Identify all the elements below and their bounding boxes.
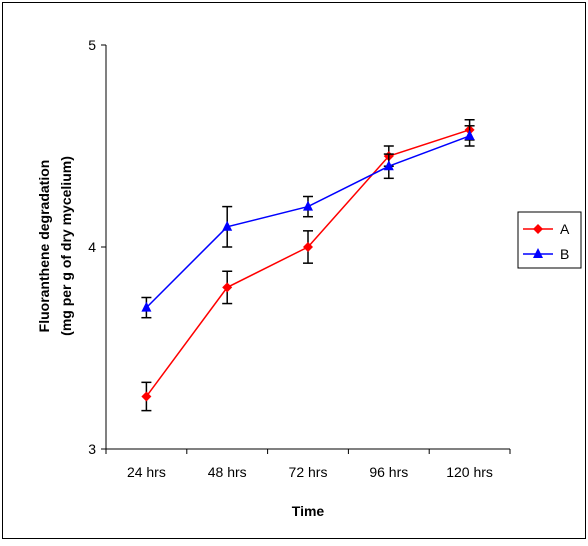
y-axis-label-line1: Fluoranthene degradation xyxy=(36,160,52,333)
legend-item-A: A xyxy=(523,221,570,237)
data-point-triangle xyxy=(383,160,394,171)
legend: AB xyxy=(517,211,582,269)
y-tick-label: 3 xyxy=(88,441,96,457)
data-point-triangle xyxy=(303,200,313,211)
y-tick-label: 5 xyxy=(88,37,96,53)
chart-border xyxy=(2,2,586,539)
x-tick-label: 120 hrs xyxy=(446,464,493,480)
series-B xyxy=(141,125,475,319)
data-point-triangle xyxy=(222,220,233,231)
x-tick-label: 48 hrs xyxy=(208,464,247,480)
x-axis-label: Time xyxy=(292,503,325,519)
y-tick-label: 4 xyxy=(88,239,96,255)
data-point-triangle xyxy=(464,129,475,140)
legend-marker xyxy=(533,224,543,234)
legend-box xyxy=(517,211,582,269)
x-tick-label: 24 hrs xyxy=(127,464,166,480)
legend-marker xyxy=(533,248,543,258)
data-point-diamond xyxy=(141,391,152,402)
data-point-triangle xyxy=(141,301,152,312)
y-axis-label-line2: (mg per g of dry mycelium) xyxy=(58,156,74,336)
data-point-diamond xyxy=(222,282,233,293)
x-tick-label: 96 hrs xyxy=(369,464,408,480)
x-tick-label: 72 hrs xyxy=(289,464,328,480)
legend-label: A xyxy=(560,221,570,237)
data-point-diamond xyxy=(303,242,313,252)
legend-label: B xyxy=(560,246,569,262)
legend-item-B: B xyxy=(523,246,569,262)
